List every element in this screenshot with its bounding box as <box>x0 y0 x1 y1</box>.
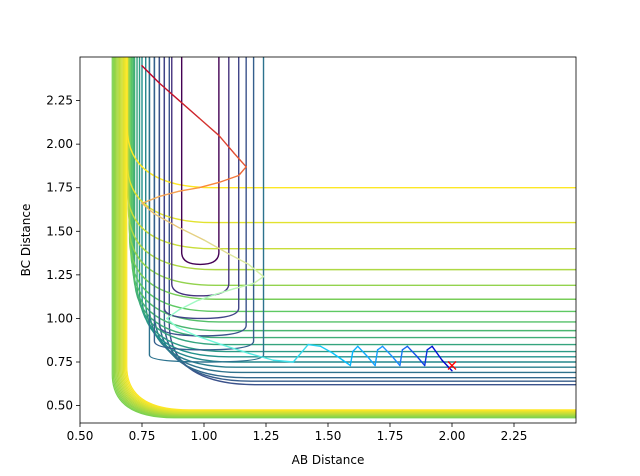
x-tick-label: 0.75 <box>129 429 156 443</box>
trajectory-segment <box>198 181 220 189</box>
trajectory-segment <box>158 190 180 198</box>
x-tick-label: 1.75 <box>377 429 404 443</box>
trajectory-segment <box>195 335 223 346</box>
trajectory-segment <box>195 293 218 302</box>
trajectory-segment <box>366 356 376 367</box>
trajectory-segment <box>176 326 198 337</box>
trajectory-segment <box>374 349 379 367</box>
trajectory-segment <box>247 352 275 361</box>
trajectory-segment <box>233 282 255 290</box>
trajectory-segment <box>218 134 235 154</box>
trajectory-segment <box>332 352 344 361</box>
trajectory-segment <box>178 300 198 311</box>
well-ring-2 <box>171 57 230 297</box>
trajectory-segment <box>218 174 240 184</box>
endpoint-marker <box>447 361 457 370</box>
trajectory-segment <box>357 345 369 358</box>
trajectory-segment <box>238 166 247 177</box>
well-ring-1 <box>180 57 220 266</box>
y-tick-label: 0.75 <box>46 355 73 369</box>
trajectory-segment <box>198 117 220 137</box>
well-ring-6 <box>148 57 265 363</box>
trajectory-segment <box>203 239 230 255</box>
trajectory-segment <box>376 345 384 351</box>
trajectory-segment <box>247 263 265 278</box>
trajectory-segment <box>441 359 453 372</box>
trajectory-segment <box>141 195 161 205</box>
trajectory-segment <box>252 275 265 285</box>
well-ring-5 <box>153 57 255 351</box>
x-tick-label: 1.25 <box>253 429 280 443</box>
trajectory-segment <box>401 345 409 351</box>
trajectory-segment <box>319 345 334 354</box>
trajectory-segment <box>406 345 418 358</box>
x-tick-label: 0.50 <box>67 429 94 443</box>
trajectory-segment <box>228 253 250 266</box>
trajectory-segment <box>153 213 180 229</box>
wall-contour-14 <box>126 57 576 411</box>
x-axis: 0.50 0.75 1.00 1.25 1.50 1.75 2.00 2.25 <box>67 423 528 443</box>
trajectory-segment <box>431 345 443 361</box>
trajectory-segment <box>158 82 180 102</box>
trajectory-segment <box>178 227 205 241</box>
x-tick-label: 2.25 <box>501 429 528 443</box>
contour-line-15 <box>128 57 576 287</box>
trajectory-segment <box>342 359 352 367</box>
trajectory-segment <box>307 343 322 348</box>
y-tick-label: 2.25 <box>46 94 73 108</box>
trajectory-segment <box>141 65 161 84</box>
trajectory-segment <box>426 345 433 351</box>
y-tick-label: 1.25 <box>46 268 73 282</box>
y-axis: 0.50 0.75 1.00 1.25 1.50 1.75 2.00 2.25 <box>46 94 80 413</box>
y-tick-label: 1.50 <box>46 224 73 238</box>
trajectory-segment <box>215 288 235 295</box>
trajectory-segment <box>233 152 247 168</box>
y-tick-label: 1.75 <box>46 181 73 195</box>
trajectory-segment <box>272 359 294 363</box>
x-axis-label: AB Distance <box>292 453 365 467</box>
trajectory-segment <box>166 309 180 320</box>
trajectory-segment <box>399 349 404 367</box>
trajectory-segment <box>178 99 200 119</box>
trajectory-segment <box>391 356 401 367</box>
y-tick-label: 0.50 <box>46 399 73 413</box>
contour-line-14 <box>128 57 576 300</box>
y-axis-label: BC Distance <box>19 204 33 277</box>
x-tick-label: 2.00 <box>439 429 466 443</box>
well-ring-3 <box>163 57 240 320</box>
trajectory-segment <box>416 356 426 367</box>
y-tick-label: 2.00 <box>46 137 73 151</box>
trajectory-segment <box>352 345 359 353</box>
trajectory-segment <box>178 187 200 192</box>
trajectory-segment <box>220 343 250 354</box>
trajectory-segment <box>141 202 156 215</box>
trajectory-segment <box>381 345 394 358</box>
trajectory-segment <box>166 317 178 328</box>
contour-line-13 <box>130 57 576 313</box>
trajectory-segment <box>349 350 354 367</box>
trajectory-segment <box>424 349 428 367</box>
x-tick-label: 1.50 <box>315 429 342 443</box>
trajectory-segment <box>292 343 309 363</box>
well-ring-4 <box>158 57 247 337</box>
y-tick-label: 1.00 <box>46 311 73 325</box>
contour-line-9 <box>136 57 576 346</box>
x-tick-label: 1.00 <box>191 429 218 443</box>
plot-area <box>111 57 576 419</box>
